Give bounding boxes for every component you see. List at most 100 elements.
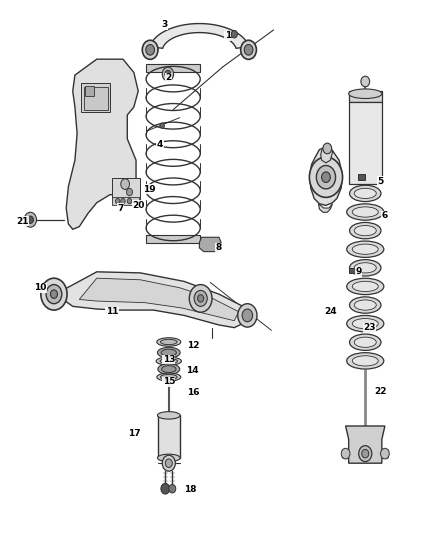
Ellipse shape [350, 297, 381, 313]
Text: 9: 9 [356, 268, 362, 276]
Text: 6: 6 [382, 212, 388, 221]
Polygon shape [321, 144, 332, 163]
Ellipse shape [156, 357, 181, 365]
Ellipse shape [347, 241, 384, 257]
Ellipse shape [157, 348, 180, 358]
Bar [85, 86, 94, 96]
Ellipse shape [349, 89, 382, 99]
Circle shape [24, 212, 36, 227]
Ellipse shape [160, 359, 177, 364]
Ellipse shape [354, 225, 376, 236]
Bar [112, 177, 141, 200]
Ellipse shape [157, 411, 180, 419]
Bar [146, 235, 200, 243]
Text: 4: 4 [157, 140, 163, 149]
Bar [358, 174, 365, 180]
Bar [112, 197, 139, 205]
Text: 12: 12 [187, 341, 199, 350]
Ellipse shape [350, 222, 381, 239]
Text: 1: 1 [225, 31, 231, 41]
Bar [349, 102, 382, 184]
Circle shape [198, 295, 204, 302]
Text: 2: 2 [166, 73, 172, 82]
Circle shape [362, 449, 369, 458]
Circle shape [165, 459, 172, 467]
Ellipse shape [352, 281, 378, 292]
Polygon shape [343, 426, 388, 463]
Ellipse shape [350, 260, 381, 276]
Circle shape [127, 198, 132, 204]
Ellipse shape [354, 337, 376, 348]
Polygon shape [79, 278, 239, 321]
Text: 21: 21 [16, 217, 29, 226]
Polygon shape [199, 237, 221, 252]
Polygon shape [310, 147, 342, 205]
Circle shape [142, 41, 158, 59]
Text: 17: 17 [127, 430, 140, 439]
Circle shape [50, 290, 57, 298]
Circle shape [242, 309, 253, 322]
Text: 8: 8 [216, 244, 222, 253]
Circle shape [116, 198, 120, 204]
Ellipse shape [352, 207, 378, 217]
Ellipse shape [161, 349, 177, 356]
Ellipse shape [347, 353, 384, 369]
Ellipse shape [354, 188, 376, 198]
Text: 10: 10 [34, 283, 46, 292]
Circle shape [121, 179, 130, 189]
Circle shape [194, 290, 207, 306]
Circle shape [121, 198, 125, 204]
Bar [81, 83, 110, 112]
Text: 24: 24 [324, 307, 337, 316]
Bar [146, 64, 200, 72]
Circle shape [359, 446, 372, 462]
Text: 20: 20 [132, 201, 145, 210]
Polygon shape [318, 204, 332, 212]
Text: 14: 14 [187, 366, 199, 375]
Circle shape [160, 123, 164, 128]
Circle shape [162, 455, 175, 471]
Ellipse shape [157, 338, 181, 346]
Ellipse shape [157, 373, 181, 381]
Bar [349, 268, 355, 273]
Circle shape [161, 483, 170, 494]
Text: 13: 13 [162, 355, 175, 364]
Ellipse shape [158, 364, 180, 374]
Ellipse shape [347, 278, 384, 295]
Text: 5: 5 [378, 177, 384, 186]
Polygon shape [66, 59, 138, 229]
Circle shape [231, 30, 237, 38]
Circle shape [146, 44, 155, 55]
Circle shape [238, 304, 257, 327]
Circle shape [46, 285, 62, 304]
Circle shape [241, 41, 256, 59]
Text: 23: 23 [364, 323, 376, 332]
Ellipse shape [347, 316, 384, 332]
Circle shape [341, 448, 350, 459]
Ellipse shape [354, 300, 376, 310]
Ellipse shape [352, 356, 378, 366]
Circle shape [162, 67, 173, 81]
Bar [349, 91, 382, 102]
Circle shape [127, 188, 133, 196]
Polygon shape [65, 272, 252, 328]
Text: 15: 15 [162, 377, 175, 386]
Bar [158, 415, 180, 458]
Ellipse shape [350, 334, 381, 350]
Text: 11: 11 [106, 307, 118, 316]
Circle shape [41, 278, 67, 310]
Polygon shape [150, 23, 249, 49]
Circle shape [244, 44, 253, 55]
Text: 18: 18 [184, 485, 197, 494]
Ellipse shape [160, 340, 177, 345]
Ellipse shape [157, 454, 180, 462]
Text: 16: 16 [187, 388, 199, 397]
Circle shape [381, 448, 389, 459]
Circle shape [309, 157, 343, 197]
Ellipse shape [347, 204, 384, 220]
Circle shape [321, 172, 330, 182]
Text: 3: 3 [161, 20, 168, 29]
Circle shape [165, 70, 171, 78]
Ellipse shape [350, 185, 381, 201]
Text: 22: 22 [374, 387, 387, 396]
